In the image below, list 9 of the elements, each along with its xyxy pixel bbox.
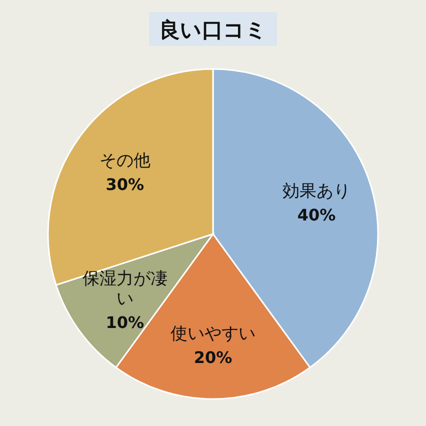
data-label: 30% (106, 174, 144, 194)
slice-label: 保湿力が凄い (82, 269, 168, 310)
slice-label: 効果あり (282, 181, 351, 202)
slice-label: その他 (99, 150, 150, 171)
data-label: 10% (106, 313, 144, 332)
chart-title: 良い口コミ (159, 18, 267, 42)
data-label: 40% (297, 205, 336, 224)
data-label: 20% (194, 348, 232, 367)
slice-label: 使いやすい (170, 324, 256, 344)
